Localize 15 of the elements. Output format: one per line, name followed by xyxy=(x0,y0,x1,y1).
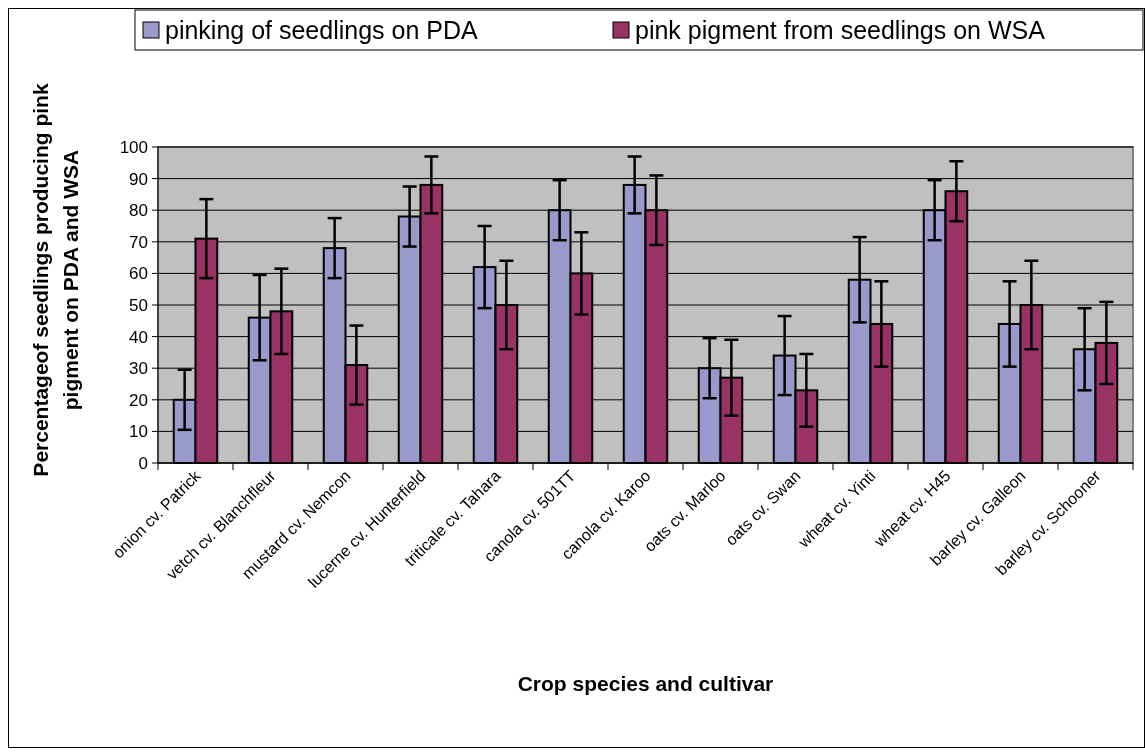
y-tick-label: 0 xyxy=(138,453,148,473)
y-tick-label: 20 xyxy=(129,390,148,410)
y-axis-title: Percentageof seedlings producing pink pigment on PDA and WSA xyxy=(29,83,82,477)
y-tick-label: 70 xyxy=(129,232,148,252)
y-tick-label: 40 xyxy=(129,327,148,347)
y-tick-label: 10 xyxy=(129,422,148,442)
x-axis-title: Crop species and cultivar xyxy=(517,672,774,695)
legend-label: pinking of seedlings on PDA xyxy=(165,16,479,44)
y-tick-label: 90 xyxy=(129,169,148,189)
y-tick-label: 30 xyxy=(129,359,148,379)
legend-label: pink pigment from seedlings on WSA xyxy=(635,16,1046,44)
y-tick-label: 50 xyxy=(129,295,148,315)
y-tick-label: 100 xyxy=(119,137,148,157)
y-tick-label: 60 xyxy=(129,264,148,284)
y-tick-label: 80 xyxy=(129,201,148,221)
